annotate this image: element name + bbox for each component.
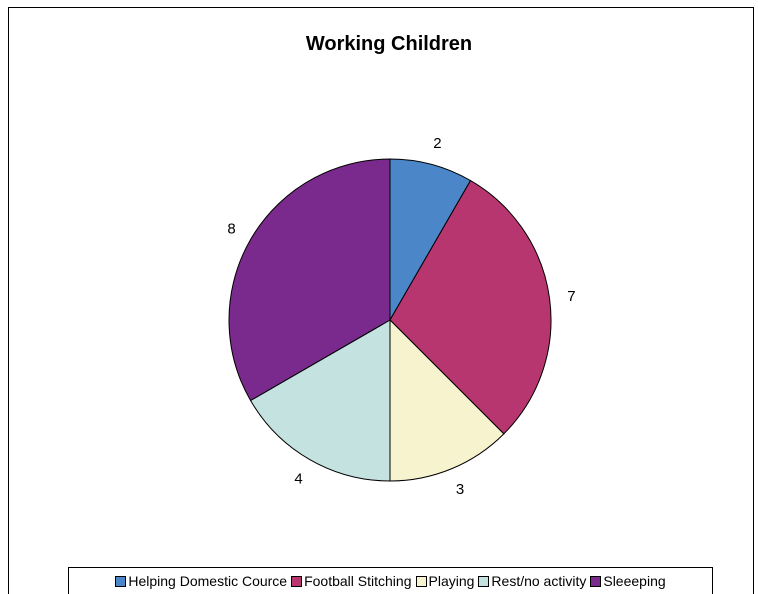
legend-swatch-rest — [478, 575, 490, 587]
legend-swatch-helping-domestic — [115, 575, 127, 587]
legend-label-helping-domestic: Helping Domestic Cource — [128, 573, 288, 589]
data-label-helping-domestic: 2 — [433, 135, 441, 152]
legend-swatch-playing — [415, 575, 427, 587]
chart-legend: Helping Domestic Cource Football Stitchi… — [68, 567, 713, 594]
legend-label-football-stitching: Football Stitching — [304, 573, 412, 589]
pie-slice-football-stitching — [389, 179, 552, 435]
chart-frame-right — [753, 7, 754, 594]
chart-title: Working Children — [305, 33, 473, 55]
legend-label-playing: Playing — [428, 573, 475, 589]
pie-slice-rest — [249, 319, 391, 482]
data-label-football-stitching: 7 — [567, 288, 575, 305]
legend-label-rest: Rest/no activity — [491, 573, 587, 589]
legend-item-playing: Playing — [415, 573, 475, 589]
pie-slice-sleeping — [228, 158, 391, 402]
chart-frame-left — [8, 7, 9, 594]
legend-item-football-stitching: Football Stitching — [291, 573, 412, 589]
legend-swatch-football-stitching — [291, 575, 303, 587]
chart-frame-top — [8, 7, 754, 8]
legend-swatch-sleeping — [590, 575, 602, 587]
data-label-rest: 4 — [294, 471, 302, 488]
legend-item-rest: Rest/no activity — [478, 573, 586, 589]
legend-item-sleeping: Sleeeping — [590, 573, 666, 589]
legend-item-helping-domestic: Helping Domestic Cource — [115, 573, 287, 589]
data-label-sleeping: 8 — [227, 221, 235, 238]
legend-label-sleeping: Sleeeping — [603, 573, 666, 589]
pie-slice-playing — [389, 318, 505, 482]
data-label-playing: 3 — [456, 481, 464, 498]
